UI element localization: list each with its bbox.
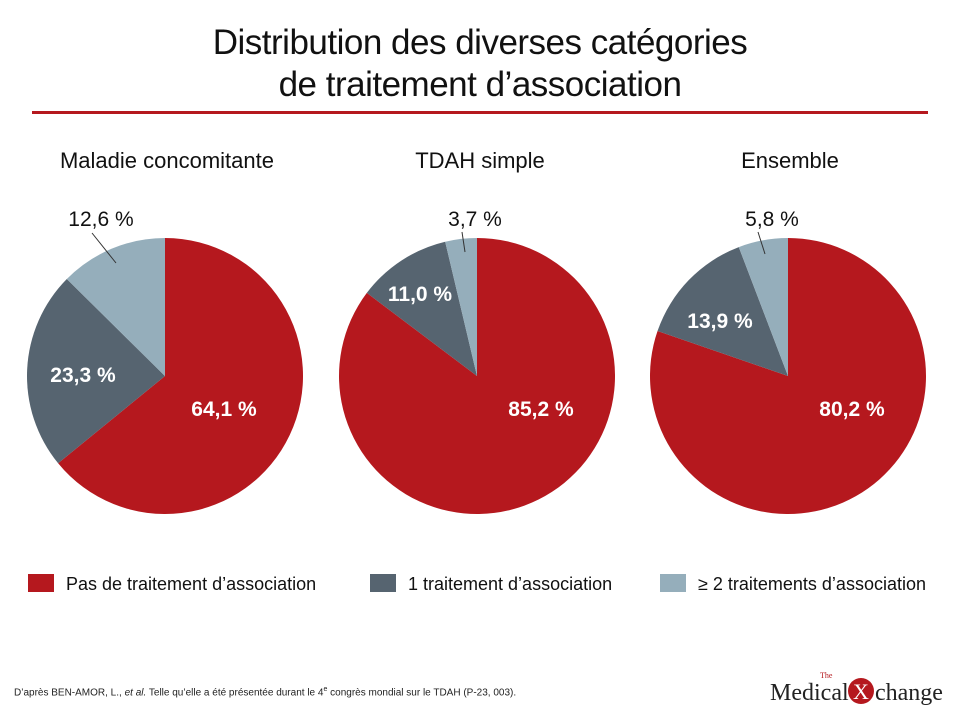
pie-slice (445, 238, 477, 376)
title-divider (32, 111, 928, 114)
logo-the: The (820, 671, 833, 680)
footnote-part-1: D’après BEN-AMOR, L., (14, 687, 125, 699)
medical-xchange-logo: The Medical X change (770, 671, 943, 706)
leader-line (91, 232, 117, 264)
title-line-1: Distribution des diverses catégories (212, 23, 748, 62)
footnote-part-3: congrès mondial sur le TDAH (P-23, 003). (327, 687, 517, 699)
footnote-et-al: et al. (124, 687, 147, 699)
pie-slice (650, 238, 927, 514)
leader-line (757, 231, 766, 255)
legend-swatch (28, 574, 54, 592)
pie-slice (58, 238, 304, 514)
legend-swatch (370, 574, 396, 592)
slide-title: Distribution des diverses catégories de … (0, 22, 960, 106)
pie-slice (657, 247, 788, 376)
pie-slice (66, 238, 165, 376)
logo-x-circle (848, 678, 874, 704)
legend-swatch (660, 574, 686, 592)
footnote-superscript: e (323, 686, 328, 693)
slice-label: 12,6 % (68, 208, 133, 231)
slice-label: 80,2 % (819, 398, 885, 421)
slice-label: 13,9 % (687, 310, 753, 333)
legend-label: ≥ 2 traitements d’association (698, 574, 926, 594)
footnote-part-2: Telle qu’elle a été présentée durant le … (146, 687, 324, 699)
pie-charts: Maladie concomitante 64,1 % 23,3 % 12,6 % TD… (27, 148, 927, 594)
slice-label: 5,8 % (745, 208, 799, 231)
logo-x: X (853, 679, 869, 704)
slice-label: 11,0 % (388, 283, 453, 306)
legend-label: 1 traitement d’association (408, 574, 612, 594)
slice-label: 64,1 % (191, 398, 257, 421)
slice-label: 85,2 % (508, 398, 574, 421)
slice-label: 23,3 % (50, 364, 116, 387)
title-line-2: de traitement d’association (278, 65, 682, 104)
pie-title: TDAH simple (415, 148, 545, 173)
pie-title: Maladie concomitante (60, 148, 274, 173)
logo-word-medical: Medical (770, 680, 849, 706)
source-footnote: D’après BEN-AMOR, L., et al. Telle qu’el… (14, 686, 516, 698)
leader-line (461, 231, 466, 253)
pie-title: Ensemble (741, 148, 839, 173)
logo-word-change: change (875, 680, 943, 706)
pie-slice (27, 279, 165, 464)
pie-slice (339, 237, 616, 514)
pie-slice (366, 241, 477, 376)
pie-slice (738, 238, 788, 376)
slice-label: 3,7 % (448, 208, 502, 231)
legend-label: Pas de traitement d’association (66, 574, 316, 594)
